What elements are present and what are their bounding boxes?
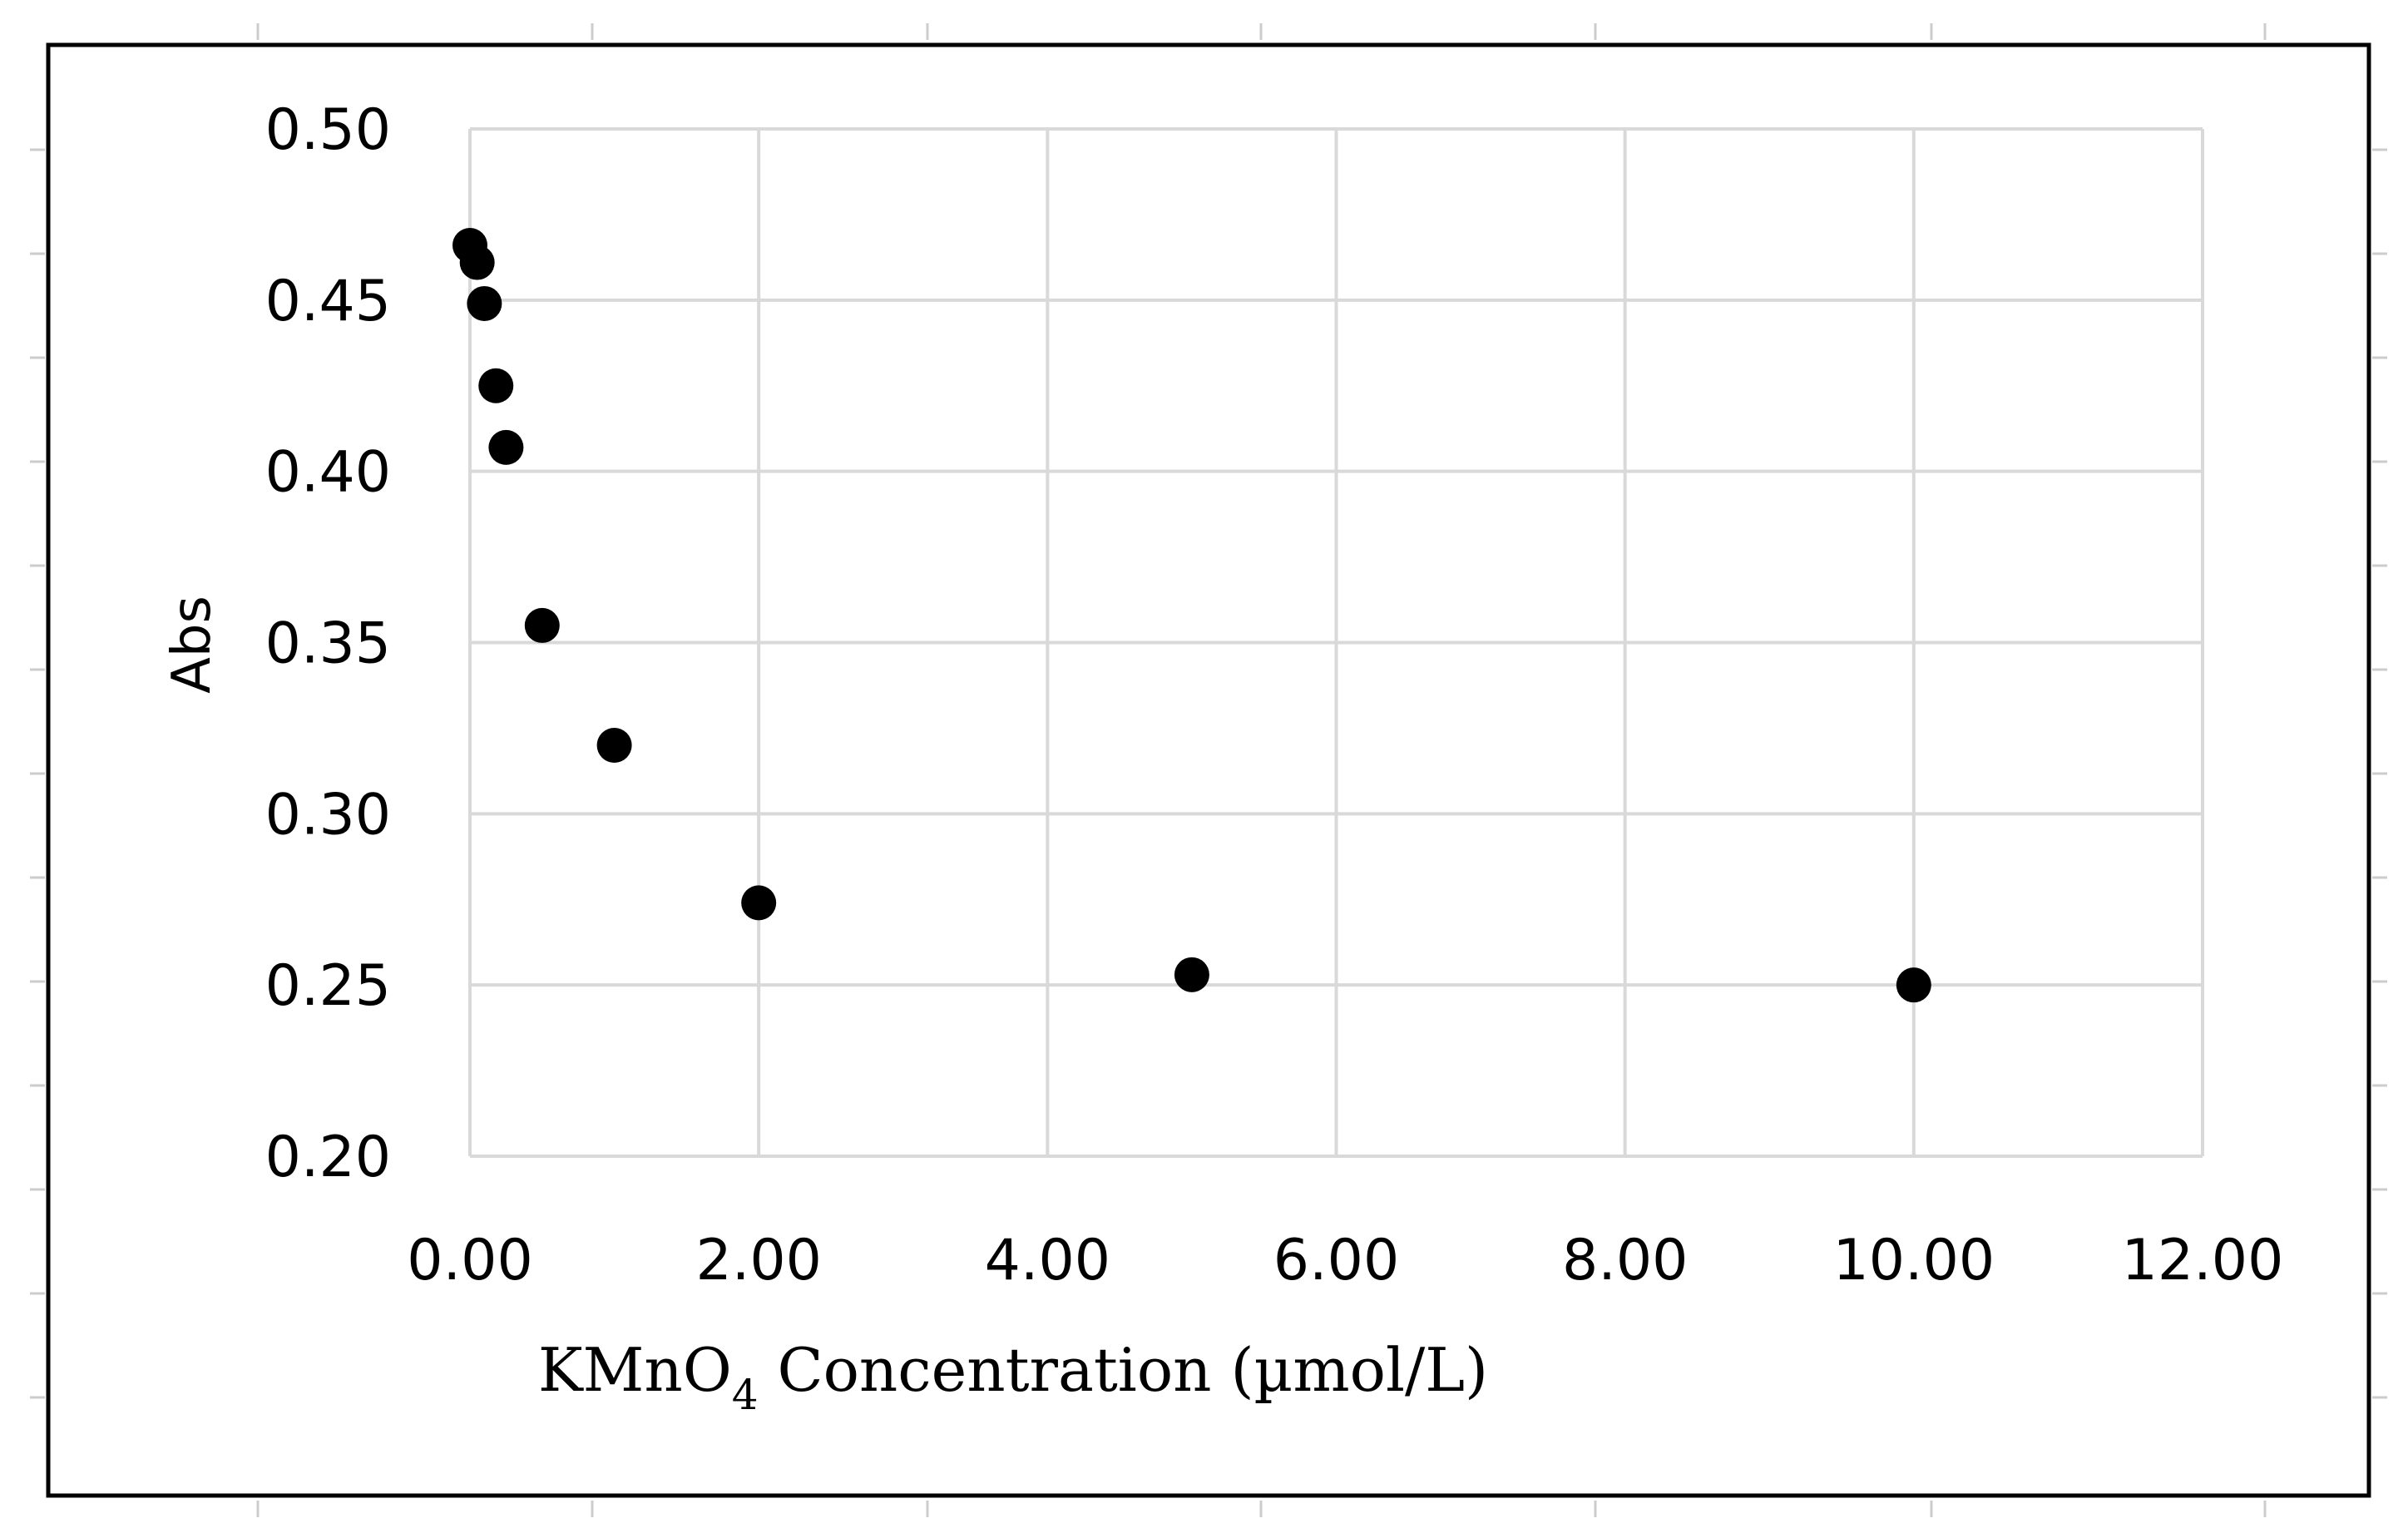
y-axis-label: Abs [161, 596, 223, 694]
x-tick-label: 0.00 [407, 1228, 532, 1293]
x-tick-label: 2.00 [695, 1228, 821, 1293]
x-tick-label: 4.00 [985, 1228, 1110, 1293]
x-tick-label: 6.00 [1273, 1228, 1399, 1293]
x-tick-label: 10.00 [1832, 1228, 1995, 1293]
x-axis-label: KMnO4 Concentration (µmol/L) [538, 1335, 1488, 1419]
data-point [1174, 957, 1209, 992]
data-points [452, 227, 1931, 1003]
y-tick-label: 0.25 [265, 953, 391, 1019]
data-point [741, 885, 777, 921]
data-point [596, 728, 632, 763]
page-margin-ticks [30, 23, 2387, 1517]
chart-frame [46, 42, 2371, 1498]
data-point [524, 607, 560, 643]
x-axis-label-subscript: 4 [732, 1371, 759, 1419]
x-tick-label: 8.00 [1562, 1228, 1688, 1293]
x-tick-labels: 0.00 2.00 4.00 6.00 8.00 10.00 12.00 [407, 1228, 2283, 1293]
x-axis-label-suffix: Concentration (µmol/L) [759, 1335, 1489, 1405]
y-tick-label: 0.50 [265, 97, 391, 163]
y-tick-label: 0.30 [265, 782, 391, 848]
x-axis-label-prefix: KMnO [538, 1335, 732, 1405]
data-point [1896, 967, 1931, 1003]
data-point [478, 368, 514, 403]
y-tick-label: 0.40 [265, 440, 391, 506]
y-tick-labels: 0.20 0.25 0.30 0.35 0.40 0.45 0.50 [265, 97, 391, 1190]
data-point [488, 429, 524, 465]
y-tick-label: 0.35 [265, 611, 391, 677]
data-point [459, 245, 495, 280]
y-tick-label: 0.20 [265, 1125, 391, 1190]
y-tick-label: 0.45 [265, 269, 391, 334]
data-point [467, 285, 502, 321]
x-tick-label: 12.00 [2122, 1228, 2284, 1293]
